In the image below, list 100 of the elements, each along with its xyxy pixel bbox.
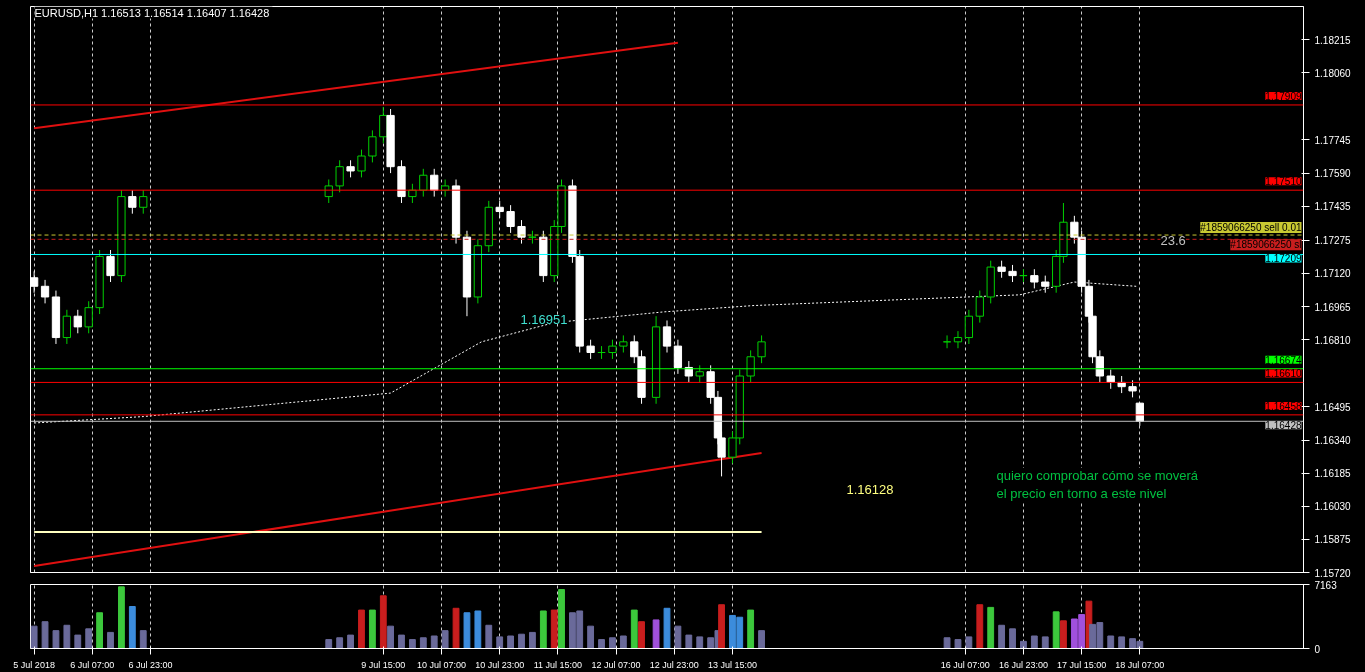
ref-line-label: 1.16458 xyxy=(1265,400,1302,412)
bar xyxy=(398,634,405,649)
bar xyxy=(441,630,449,649)
y-tick-label: 1.16495 xyxy=(1314,401,1352,413)
bar xyxy=(96,612,104,649)
bar xyxy=(452,607,460,649)
y-tick-label: 1.16810 xyxy=(1314,334,1352,346)
bar xyxy=(118,586,125,649)
y-tick-label: 1.17275 xyxy=(1314,235,1352,247)
bar xyxy=(139,630,147,649)
bar xyxy=(74,634,82,649)
bar xyxy=(696,636,704,649)
candlestick xyxy=(1030,268,1039,289)
bar xyxy=(630,609,638,649)
x-tick-label: 6 Jul 23:00 xyxy=(128,659,173,670)
bar xyxy=(41,621,49,649)
y-tick-label: 7163 xyxy=(1314,579,1338,591)
bar xyxy=(368,609,376,649)
bar xyxy=(408,639,416,649)
y-tick-label: 1.16965 xyxy=(1314,301,1352,313)
ref-line-label: 1.16610 xyxy=(1265,368,1302,380)
bar xyxy=(358,609,365,649)
bar xyxy=(558,589,565,649)
x-tick-label: 16 Jul 07:00 xyxy=(940,659,990,670)
bar xyxy=(718,604,725,649)
annotation: 23.6 xyxy=(1160,233,1186,248)
x-tick-label: 6 Jul 07:00 xyxy=(70,659,115,670)
annotation: quiero comprobar cómo se moverá el precio en torno a este nivel xyxy=(996,468,1199,501)
candlestick xyxy=(335,159,344,193)
candlestick xyxy=(608,339,617,360)
bar xyxy=(107,631,114,649)
candlestick xyxy=(1106,369,1115,390)
bar xyxy=(63,624,71,649)
bar xyxy=(430,635,438,649)
ref-line-label: 1.16428 xyxy=(1265,420,1302,432)
bar xyxy=(336,637,344,649)
bar xyxy=(758,630,765,649)
bar xyxy=(379,595,387,649)
bar xyxy=(474,610,482,649)
y-tick-label: 0 xyxy=(1314,643,1321,655)
y-tick-label: 1.17590 xyxy=(1314,168,1352,180)
candlestick xyxy=(62,309,72,345)
candlestick xyxy=(324,179,333,204)
x-tick-label: 18 Jul 07:00 xyxy=(1115,659,1165,670)
candlestick xyxy=(357,149,366,178)
bar xyxy=(998,624,1006,649)
candlestick xyxy=(419,168,428,198)
ref-line-label: 1.17909 xyxy=(1265,91,1302,103)
x-tick-label: 13 Jul 15:00 xyxy=(707,659,757,670)
x-tick-label: 16 Jul 23:00 xyxy=(998,659,1048,670)
bar xyxy=(1020,640,1027,649)
bar xyxy=(85,628,93,649)
candlestick xyxy=(40,279,50,304)
bar xyxy=(1060,620,1067,649)
bar xyxy=(485,624,493,649)
bar xyxy=(587,625,595,649)
candlestick xyxy=(964,309,974,345)
bar xyxy=(609,637,616,649)
ref-line-label: #1859066250 sl xyxy=(1230,239,1302,251)
x-tick-label: 10 Jul 23:00 xyxy=(475,659,525,670)
candlestick xyxy=(139,189,148,215)
chart-title: EURUSD,H1 1.16513 1.16514 1.16407 1.16428 xyxy=(34,6,270,19)
candlestick xyxy=(368,129,377,163)
bar xyxy=(419,637,427,649)
bar xyxy=(52,630,60,649)
bar xyxy=(347,634,354,649)
x-tick-label: 11 Jul 15:00 xyxy=(533,659,583,670)
bar xyxy=(674,625,682,649)
bar xyxy=(965,636,973,649)
candlestick xyxy=(441,179,450,198)
y-tick-label: 1.18215 xyxy=(1314,34,1352,46)
bar xyxy=(550,609,558,649)
bar xyxy=(943,637,951,649)
y-tick-label: 1.15875 xyxy=(1314,534,1352,546)
candlestick xyxy=(430,168,439,198)
bar xyxy=(1107,635,1115,649)
y-tick-label: 1.16185 xyxy=(1314,468,1352,480)
candlestick xyxy=(662,319,672,354)
y-tick-label: 1.16340 xyxy=(1314,435,1352,447)
candlestick xyxy=(673,339,683,375)
bar xyxy=(663,607,671,649)
bar xyxy=(685,634,693,649)
bar xyxy=(496,636,504,649)
bar xyxy=(387,625,394,649)
bar xyxy=(1009,628,1016,649)
ref-line-label: 1.16674 xyxy=(1265,354,1302,366)
y-tick-label: 1.17120 xyxy=(1314,268,1352,280)
y-tick-label: 1.17435 xyxy=(1314,201,1352,213)
candlestick xyxy=(746,349,755,383)
bar xyxy=(463,612,471,649)
x-tick-label: 10 Jul 07:00 xyxy=(416,659,467,670)
candlestick xyxy=(106,249,115,283)
bar xyxy=(325,639,333,649)
candlestick xyxy=(586,339,595,360)
candlestick xyxy=(506,204,515,234)
x-tick-label: 12 Jul 23:00 xyxy=(649,659,699,670)
bar xyxy=(518,633,525,649)
candlestick xyxy=(757,334,766,364)
bar xyxy=(529,631,536,649)
bar xyxy=(619,635,627,649)
